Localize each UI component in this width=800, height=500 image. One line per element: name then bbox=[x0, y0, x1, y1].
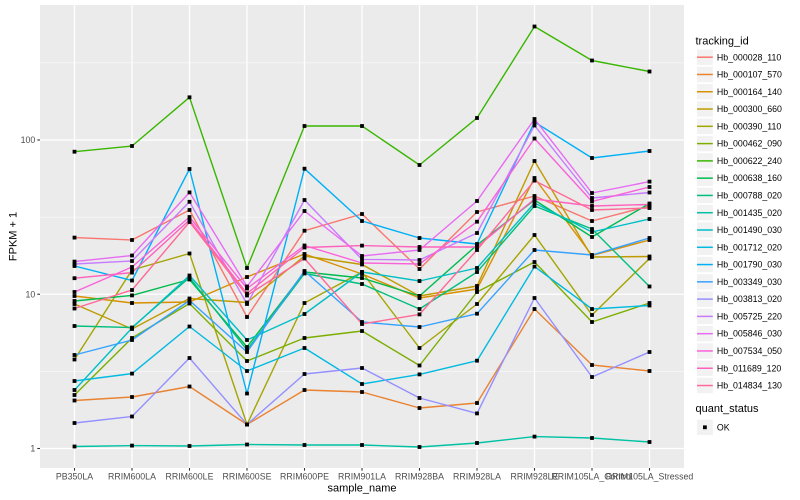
svg-text:Hb_001712_020: Hb_001712_020 bbox=[717, 242, 782, 252]
svg-text:PB350LA: PB350LA bbox=[56, 471, 93, 481]
svg-text:RRIM928LA: RRIM928LA bbox=[453, 471, 501, 481]
svg-text:RRIM901LA: RRIM901LA bbox=[338, 471, 386, 481]
svg-text:10: 10 bbox=[26, 289, 36, 299]
svg-text:Hb_014834_130: Hb_014834_130 bbox=[717, 381, 782, 391]
svg-text:FPKM + 1: FPKM + 1 bbox=[7, 212, 19, 261]
svg-text:sample_name: sample_name bbox=[327, 483, 396, 495]
svg-text:Hb_000028_110: Hb_000028_110 bbox=[717, 52, 782, 62]
svg-text:Hb_001435_020: Hb_001435_020 bbox=[717, 208, 782, 218]
svg-text:RRIM105LA_Control: RRIM105LA_Control bbox=[551, 471, 632, 481]
svg-text:RRIM600LE: RRIM600LE bbox=[166, 471, 214, 481]
svg-text:RRIM928LE: RRIM928LE bbox=[511, 471, 559, 481]
svg-text:Hb_001490_030: Hb_001490_030 bbox=[717, 225, 782, 235]
svg-text:Hb_000107_570: Hb_000107_570 bbox=[717, 70, 782, 80]
svg-text:Hb_000300_660: Hb_000300_660 bbox=[717, 104, 782, 114]
svg-text:100: 100 bbox=[21, 135, 36, 145]
svg-text:1: 1 bbox=[30, 444, 35, 454]
svg-text:Hb_000390_110: Hb_000390_110 bbox=[717, 121, 782, 131]
svg-text:OK: OK bbox=[717, 422, 730, 432]
svg-text:Hb_000622_240: Hb_000622_240 bbox=[717, 156, 782, 166]
svg-text:Hb_011689_120: Hb_011689_120 bbox=[717, 363, 782, 373]
svg-text:RRIM928BA: RRIM928BA bbox=[395, 471, 444, 481]
svg-text:RRIM105LA_Stressed: RRIM105LA_Stressed bbox=[606, 471, 694, 481]
svg-text:Hb_003813_020: Hb_003813_020 bbox=[717, 294, 782, 304]
svg-text:Hb_005725_220: Hb_005725_220 bbox=[717, 311, 782, 321]
svg-text:RRIM600PE: RRIM600PE bbox=[280, 471, 329, 481]
svg-text:RRIM600LA: RRIM600LA bbox=[108, 471, 156, 481]
svg-text:Hb_000638_160: Hb_000638_160 bbox=[717, 173, 782, 183]
svg-text:quant_status: quant_status bbox=[696, 403, 759, 415]
svg-text:Hb_003349_030: Hb_003349_030 bbox=[717, 277, 782, 287]
svg-text:Hb_000788_020: Hb_000788_020 bbox=[717, 190, 782, 200]
svg-text:Hb_000462_090: Hb_000462_090 bbox=[717, 139, 782, 149]
svg-text:tracking_id: tracking_id bbox=[696, 36, 749, 48]
svg-text:Hb_001790_030: Hb_001790_030 bbox=[717, 260, 782, 270]
svg-text:RRIM600SE: RRIM600SE bbox=[223, 471, 272, 481]
svg-text:Hb_005846_030: Hb_005846_030 bbox=[717, 329, 782, 339]
svg-text:Hb_000164_140: Hb_000164_140 bbox=[717, 87, 782, 97]
svg-text:Hb_007534_050: Hb_007534_050 bbox=[717, 346, 782, 356]
